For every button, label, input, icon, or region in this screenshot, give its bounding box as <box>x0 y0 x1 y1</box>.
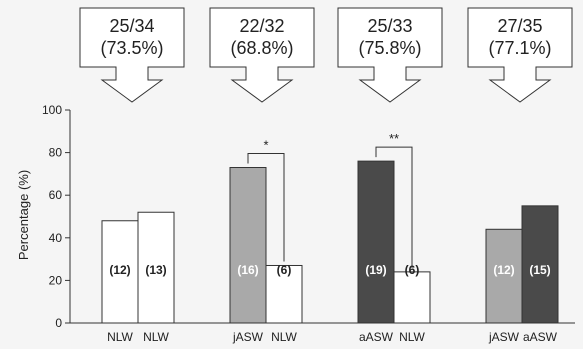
bar-label: (6) <box>277 263 292 277</box>
category-label: NLW <box>143 330 169 344</box>
bar <box>393 271 431 324</box>
callout-percent: (75.8%) <box>358 38 421 58</box>
y-tick-label: 80 <box>49 146 63 160</box>
y-tick-label: 0 <box>55 316 62 330</box>
category-labels: NLW NLW jASW NLW aASW NLW jASW aASW <box>107 330 558 344</box>
y-tick-label: 60 <box>49 188 63 202</box>
callout-ratio: 25/34 <box>109 16 154 36</box>
significance-brackets: * ** <box>247 131 413 268</box>
bar <box>137 211 175 324</box>
callout-percent: (73.5%) <box>100 38 163 58</box>
callout-arrow <box>79 7 185 103</box>
bar-label: (6) <box>405 263 420 277</box>
category-label: NLW <box>399 330 425 344</box>
callout-ratio: 22/32 <box>239 16 284 36</box>
bar-label: (19) <box>365 263 386 277</box>
bars: (12) (13) (16) (6) (19) (6) (12) (15) <box>101 160 559 324</box>
bar-label: (13) <box>145 263 166 277</box>
bar <box>485 228 523 324</box>
category-label: NLW <box>107 330 133 344</box>
y-tick-label: 100 <box>42 103 62 117</box>
bar-label: (12) <box>109 263 130 277</box>
category-label: jASW <box>232 330 264 344</box>
bar <box>521 205 559 324</box>
callout-ratio: 27/35 <box>497 16 542 36</box>
bar <box>101 220 139 324</box>
y-tick-label: 20 <box>49 273 63 287</box>
significance-marker: * <box>263 138 268 153</box>
category-label: jASW <box>488 330 520 344</box>
callouts: 25/34(73.5%) 22/32(68.8%) 25/33(75.8%) 27/3… <box>79 7 573 103</box>
significance-bracket <box>375 146 413 268</box>
bar-label: (16) <box>237 263 258 277</box>
bar <box>357 160 395 324</box>
callout-arrow <box>209 7 315 103</box>
bar <box>265 264 303 324</box>
callout-arrow <box>337 7 443 103</box>
callout-percent: (68.8%) <box>230 38 293 58</box>
bar-label: (12) <box>493 263 514 277</box>
callout-ratio: 25/33 <box>367 16 412 36</box>
bar <box>229 167 267 324</box>
significance-bracket <box>247 153 285 262</box>
callout-percent: (77.1%) <box>488 38 551 58</box>
bar-label: (15) <box>529 263 550 277</box>
y-tick-label: 40 <box>49 231 63 245</box>
significance-marker: ** <box>389 131 399 146</box>
y-axis-label: Percentage (%) <box>16 170 31 260</box>
category-label: aASW <box>359 330 394 344</box>
category-label: NLW <box>271 330 297 344</box>
category-label: aASW <box>523 330 558 344</box>
callout-arrow <box>467 7 573 103</box>
